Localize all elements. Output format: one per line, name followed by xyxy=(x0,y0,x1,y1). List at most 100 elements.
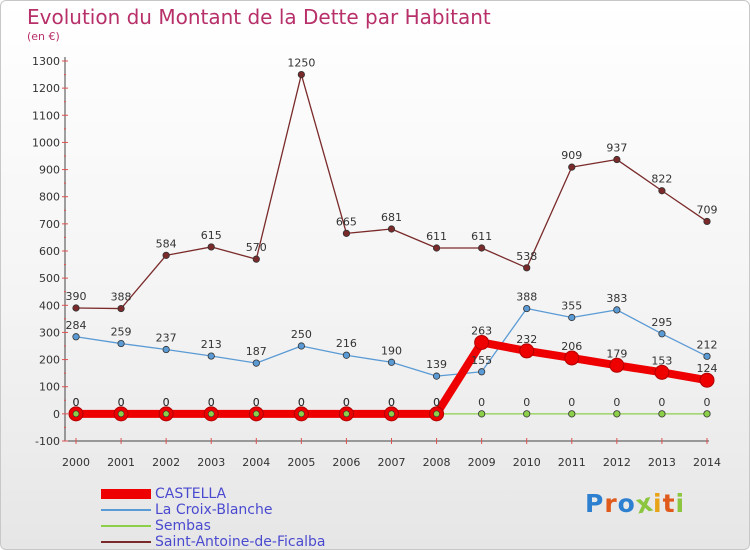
data-point-castella xyxy=(654,364,670,380)
data-label-castella: 124 xyxy=(697,362,718,375)
data-point-la-croix-blanche xyxy=(432,372,441,380)
legend-item-castella: CASTELLA xyxy=(101,486,326,502)
data-label-castella: 263 xyxy=(471,324,492,337)
data-point-la-croix-blanche xyxy=(207,352,215,360)
data-label-saint-antoine-de-ficalba: 1250 xyxy=(287,57,315,70)
legend-label: Sembas xyxy=(155,518,211,534)
y-tick-label: 100 xyxy=(39,381,60,394)
data-label-la-croix-blanche: 216 xyxy=(336,337,357,350)
data-point-saint-antoine-de-ficalba xyxy=(613,155,621,164)
data-point-overlap xyxy=(72,410,80,418)
data-point-overlap xyxy=(162,410,170,418)
data-point-saint-antoine-de-ficalba xyxy=(387,225,396,233)
data-label-la-croix-blanche: 190 xyxy=(381,344,402,357)
data-label-la-croix-blanche: 250 xyxy=(291,328,312,341)
legend-swatch xyxy=(101,509,151,511)
x-tick-label: 2012 xyxy=(603,456,631,469)
data-point-overlap xyxy=(252,410,260,418)
data-point-castella xyxy=(699,372,715,388)
data-label-sembas: 0 xyxy=(613,396,620,409)
data-point-sembas xyxy=(658,410,666,418)
data-point-saint-antoine-de-ficalba xyxy=(658,187,666,195)
data-label-la-croix-blanche: 388 xyxy=(516,291,537,304)
data-label-castella: 0 xyxy=(208,396,215,409)
y-tick-label: 1000 xyxy=(32,136,60,149)
data-label-saint-antoine-de-ficalba: 584 xyxy=(156,237,177,250)
data-label-sembas: 0 xyxy=(388,396,395,409)
data-label-sembas: 0 xyxy=(73,396,80,409)
y-tick-label: 800 xyxy=(39,191,60,204)
x-tick-label: 2000 xyxy=(62,456,90,469)
data-label-castella: 153 xyxy=(651,354,672,367)
data-point-sembas xyxy=(613,410,621,418)
data-point-saint-antoine-de-ficalba xyxy=(342,229,351,237)
data-label-saint-antoine-de-ficalba: 709 xyxy=(697,203,718,216)
chart-subtitle: (en €) xyxy=(27,30,60,43)
x-tick-label: 2005 xyxy=(287,456,315,469)
data-label-saint-antoine-de-ficalba: 388 xyxy=(111,291,132,304)
y-tick-label: 600 xyxy=(39,245,60,258)
data-point-la-croix-blanche xyxy=(387,358,396,366)
data-point-sembas xyxy=(478,410,486,418)
legend-label: Saint-Antoine-de-Ficalba xyxy=(155,534,326,550)
y-tick-label: -100 xyxy=(35,435,60,448)
data-label-castella: 0 xyxy=(433,396,440,409)
data-label-castella: 0 xyxy=(298,396,305,409)
data-point-castella xyxy=(564,350,580,366)
data-point-saint-antoine-de-ficalba xyxy=(207,243,215,251)
x-tick-label: 2009 xyxy=(468,456,496,469)
data-point-la-croix-blanche xyxy=(568,313,576,322)
x-tick-label: 2008 xyxy=(423,456,451,469)
x-tick-label: 2001 xyxy=(107,456,135,469)
data-label-saint-antoine-de-ficalba: 822 xyxy=(651,173,672,186)
data-point-sembas xyxy=(523,410,531,418)
data-point-la-croix-blanche xyxy=(478,368,486,376)
legend-item-la-croix-blanche: La Croix-Blanche xyxy=(101,502,326,518)
data-point-saint-antoine-de-ficalba xyxy=(523,264,531,272)
proxiti-logo: Proxiti xyxy=(585,487,686,520)
data-label-la-croix-blanche: 139 xyxy=(426,358,447,371)
data-label-castella: 0 xyxy=(388,396,395,409)
data-point-la-croix-blanche xyxy=(252,359,260,367)
data-label-sembas: 0 xyxy=(704,396,711,409)
legend-item-sembas: Sembas xyxy=(101,518,326,534)
data-label-sembas: 0 xyxy=(298,396,305,409)
data-label-sembas: 0 xyxy=(478,396,485,409)
data-label-la-croix-blanche: 383 xyxy=(606,292,627,305)
data-point-la-croix-blanche xyxy=(703,352,711,360)
y-tick-label: 1300 xyxy=(32,55,60,68)
data-point-la-croix-blanche xyxy=(658,330,666,338)
data-label-castella: 0 xyxy=(253,396,260,409)
data-point-castella xyxy=(609,357,625,373)
data-label-la-croix-blanche: 295 xyxy=(651,316,672,329)
data-point-la-croix-blanche xyxy=(342,351,351,359)
data-label-castella: 232 xyxy=(516,333,537,346)
data-label-saint-antoine-de-ficalba: 665 xyxy=(336,215,357,228)
data-label-castella: 0 xyxy=(163,396,170,409)
data-label-sembas: 0 xyxy=(523,396,530,409)
y-tick-label: 1200 xyxy=(32,82,60,95)
data-point-saint-antoine-de-ficalba xyxy=(117,304,125,313)
x-tick-label: 2006 xyxy=(332,456,360,469)
data-point-saint-antoine-de-ficalba xyxy=(478,244,486,252)
legend-swatch xyxy=(101,489,151,499)
data-label-castella: 0 xyxy=(118,396,125,409)
data-label-castella: 179 xyxy=(606,347,627,360)
data-label-saint-antoine-de-ficalba: 538 xyxy=(516,250,537,263)
y-tick-label: 700 xyxy=(39,218,60,231)
data-point-saint-antoine-de-ficalba xyxy=(432,244,441,252)
x-tick-label: 2002 xyxy=(152,456,180,469)
data-point-la-croix-blanche xyxy=(72,333,80,341)
data-point-la-croix-blanche xyxy=(297,342,305,350)
data-point-overlap xyxy=(433,410,440,418)
y-tick-label: 0 xyxy=(53,408,60,421)
data-label-saint-antoine-de-ficalba: 611 xyxy=(471,230,492,243)
data-label-sembas: 0 xyxy=(343,396,350,409)
data-point-sembas xyxy=(703,410,711,418)
data-point-overlap xyxy=(207,410,215,418)
x-tick-label: 2010 xyxy=(513,456,541,469)
data-label-saint-antoine-de-ficalba: 909 xyxy=(561,149,582,162)
data-label-sembas: 0 xyxy=(253,396,260,409)
